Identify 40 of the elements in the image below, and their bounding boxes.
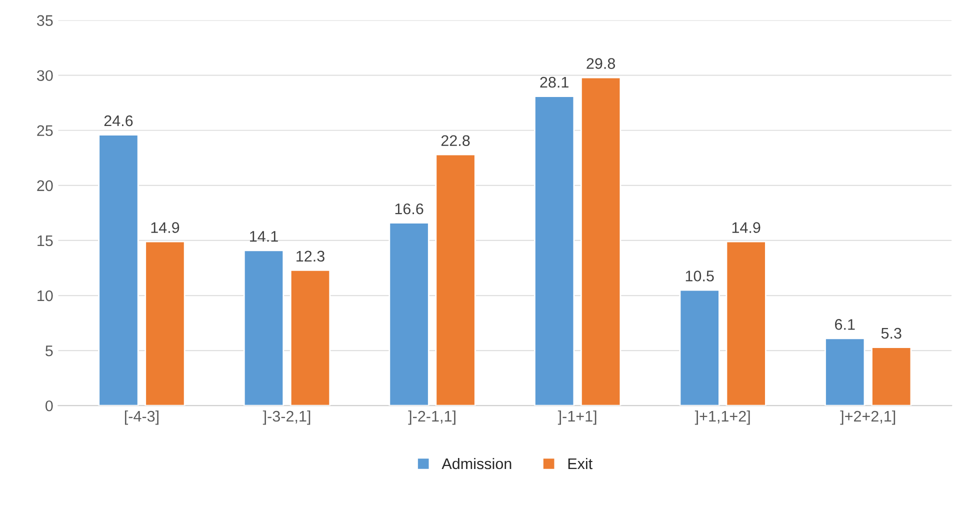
bar xyxy=(534,96,575,406)
bar xyxy=(290,269,331,406)
x-tick-label: ]-2-1,1] xyxy=(408,410,456,425)
data-label: 10.5 xyxy=(686,270,714,282)
legend-label: Admission xyxy=(442,458,512,470)
y-tick-label: 20 xyxy=(37,180,53,192)
data-label: 28.1 xyxy=(540,76,568,88)
bar xyxy=(243,250,284,406)
data-label: 29.8 xyxy=(586,58,616,69)
y-tick-label: 25 xyxy=(37,125,53,136)
bar xyxy=(144,240,186,406)
x-tick-label: ]-3-2,1] xyxy=(262,410,310,425)
data-label: 22.8 xyxy=(441,135,470,146)
y-tick-label: 10 xyxy=(38,290,53,302)
bar xyxy=(871,346,912,406)
x-tick-label: [-4-3] xyxy=(124,410,158,425)
y-tick-label: 0 xyxy=(46,400,53,412)
x-tick-label: ]+1,1+2] xyxy=(694,410,750,425)
bar xyxy=(679,289,720,406)
bar xyxy=(388,222,430,406)
data-label: 12.3 xyxy=(296,250,324,262)
data-label: 14.9 xyxy=(732,222,760,233)
data-label: 24.6 xyxy=(104,115,133,126)
data-label: 16.6 xyxy=(395,203,424,214)
data-label: 14.9 xyxy=(151,222,180,233)
y-tick-label: 30 xyxy=(36,70,53,82)
y-tick-label: 5 xyxy=(46,346,53,356)
bar xyxy=(98,134,139,406)
data-label: 14.1 xyxy=(250,231,278,242)
y-tick-label: 35 xyxy=(36,15,53,26)
data-label: 5.3 xyxy=(881,328,902,339)
bar xyxy=(435,154,476,406)
legend-label: Exit xyxy=(568,458,592,470)
x-tick-label: ]+2+2,1] xyxy=(840,410,896,425)
y-tick-label: 15 xyxy=(38,235,53,246)
bar xyxy=(726,240,766,406)
bar xyxy=(580,76,622,406)
bar xyxy=(824,338,866,406)
data-label: 6.1 xyxy=(835,319,855,330)
x-tick-label: ]-1+1] xyxy=(558,410,596,425)
